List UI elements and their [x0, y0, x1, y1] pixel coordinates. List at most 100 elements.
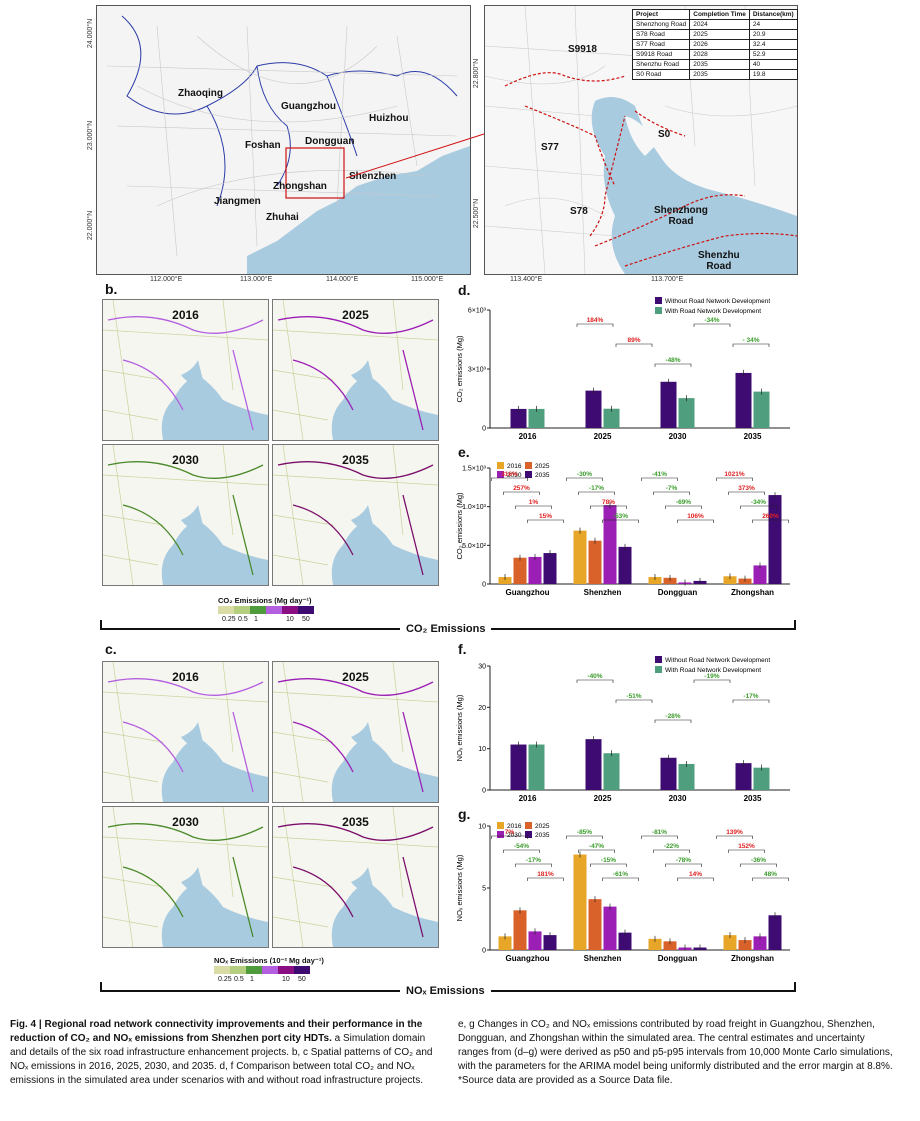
- x-tick-label: Shenzhen: [584, 588, 622, 597]
- annotation-label: 48%: [764, 871, 777, 878]
- y-tick-label: 0: [482, 582, 486, 589]
- annotation-label: -15%: [601, 857, 616, 864]
- annotation-bracket: [677, 877, 714, 881]
- annotation-label: -69%: [676, 499, 691, 506]
- annotation-bracket: [590, 863, 627, 867]
- bar: [678, 763, 695, 790]
- annotation-label: -78%: [676, 857, 691, 864]
- bar: [528, 931, 542, 950]
- emission-map-drawing: [103, 300, 268, 440]
- annotation-label: 373%: [738, 485, 755, 492]
- annotation-label: -22%: [664, 843, 679, 850]
- y-tick-label: 0: [482, 788, 486, 795]
- legend-swatch: [497, 822, 504, 829]
- bar: [585, 390, 602, 428]
- legend-swatch: [497, 831, 504, 838]
- map-year-label: 2035: [342, 453, 369, 467]
- annotation-bracket: [665, 505, 702, 509]
- table-cell: 19.8: [748, 69, 798, 80]
- colorbar-segment: [230, 966, 246, 974]
- y-tick-label: 5: [482, 886, 486, 893]
- colorbar-tick: 1: [250, 976, 254, 983]
- section-label-nox: NOₓ Emissions: [400, 985, 491, 997]
- annotation-label: -7%: [666, 485, 678, 492]
- annotation-bracket: [653, 491, 690, 495]
- colorbar-tick: 0.5: [238, 616, 248, 623]
- legend-label: 2025: [535, 823, 550, 830]
- x-tick-label: 2016: [519, 794, 537, 803]
- annotation-bracket: [653, 849, 690, 853]
- bar: [648, 577, 662, 584]
- colorbar-segment: [298, 606, 314, 614]
- annotation-label: 15%: [539, 513, 552, 520]
- x-tick-label: Dongguan: [658, 588, 698, 597]
- map-year-label: 2030: [172, 815, 199, 829]
- bar: [603, 505, 617, 584]
- map-year-label: 2016: [172, 308, 199, 322]
- bar: [735, 372, 752, 428]
- map-year-label: 2016: [172, 670, 199, 684]
- panel-label-f: f.: [458, 641, 467, 657]
- annotation-label: - 34%: [743, 337, 760, 344]
- annotation-bracket: [654, 363, 692, 367]
- bar: [723, 935, 737, 950]
- annotation-label: -53%: [613, 513, 628, 520]
- x-tick-label: Shenzhen: [584, 954, 622, 963]
- map-year-label: 2035: [342, 815, 369, 829]
- city-label: Jiangmen: [214, 196, 261, 207]
- legend-swatch: [525, 471, 532, 478]
- legend-label: 2035: [535, 832, 550, 839]
- legend-swatch: [655, 297, 662, 304]
- colorbar-tick: 1: [254, 616, 258, 623]
- road-label: S78: [570, 206, 588, 217]
- annotation-label: -61%: [613, 871, 628, 878]
- legend-swatch: [525, 462, 532, 469]
- legend-label: Without Road Network Development: [665, 298, 770, 305]
- annotation-label: -81%: [652, 829, 667, 836]
- annotation-bracket: [615, 699, 653, 703]
- colorbar-tick: 0.5: [234, 976, 244, 983]
- bar: [753, 565, 767, 584]
- legend-swatch: [525, 831, 532, 838]
- colorbar-segment: [278, 966, 294, 974]
- annotation-label: 139%: [726, 829, 743, 836]
- bar: [648, 938, 662, 950]
- bar: [753, 391, 770, 428]
- bar: [678, 398, 695, 428]
- annotation-label: 181%: [537, 871, 554, 878]
- annotation-label: 316%: [501, 471, 518, 478]
- colorbar-segment: [262, 966, 278, 974]
- y-tick-label: 30: [478, 664, 486, 671]
- annotation-bracket: [641, 835, 678, 839]
- emission-map: 2025: [272, 299, 439, 441]
- annotation-label: 78%: [602, 499, 615, 506]
- annotation-label: 1021%: [724, 471, 744, 478]
- annotation-bracket: [576, 679, 614, 683]
- annotation-bracket: [602, 877, 639, 881]
- lon-tick: 114.000°E: [326, 276, 359, 283]
- road-label: Shenzhong Road: [654, 205, 708, 227]
- annotation-label: 260%: [762, 513, 779, 520]
- city-label: Shenzhen: [349, 171, 397, 182]
- x-tick-label: Guangzhou: [506, 588, 550, 597]
- bar: [663, 577, 677, 584]
- annotation-bracket: [602, 519, 639, 523]
- region-map: [96, 5, 471, 275]
- annotation-bracket: [527, 877, 564, 881]
- bar: [603, 408, 620, 428]
- bar: [573, 530, 587, 584]
- legend-swatch: [655, 307, 662, 314]
- colorbar-segment: [294, 966, 310, 974]
- annotation-bracket: [693, 323, 731, 327]
- annotation-bracket: [491, 477, 528, 481]
- y-tick-label: 1.5×10³: [462, 466, 487, 473]
- annotation-label: 106%: [687, 513, 704, 520]
- colorbar-segment: [250, 606, 266, 614]
- legend-label: 2030: [507, 472, 522, 479]
- bar: [660, 381, 677, 428]
- annotation-bracket: [693, 679, 731, 683]
- section-label-co2: CO₂ Emissions: [400, 623, 492, 635]
- annotation-bracket: [503, 491, 540, 495]
- road-label: S0: [658, 129, 671, 140]
- bar: [663, 941, 677, 950]
